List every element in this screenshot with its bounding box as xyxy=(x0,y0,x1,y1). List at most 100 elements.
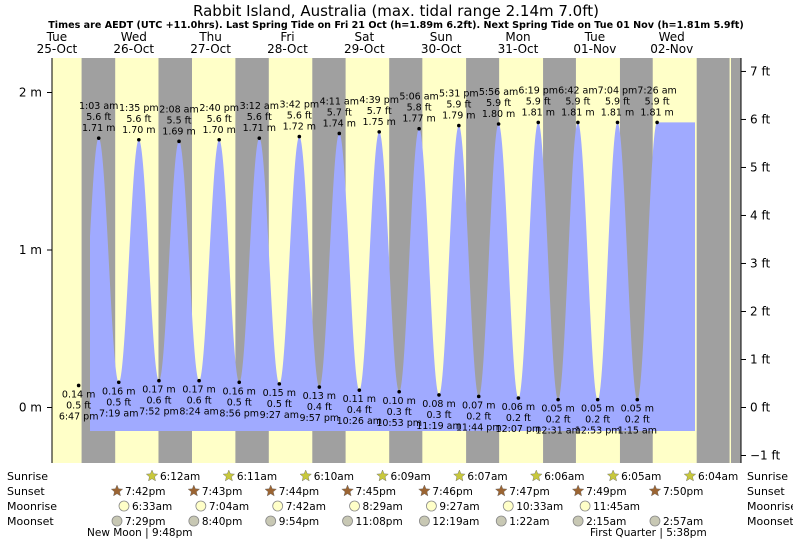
row-label-right: Moonrise xyxy=(747,500,793,513)
high-tide-m: 1.74 m xyxy=(323,118,356,129)
moonrise-icon xyxy=(425,500,437,512)
sunrise-icon xyxy=(145,469,159,482)
low-tide-m: 0.05 m xyxy=(541,404,574,415)
high-tide-ft: 5.9 ft xyxy=(446,100,471,111)
moonset-icon xyxy=(572,515,584,527)
moonset-icon xyxy=(495,515,507,527)
sunset-time: 7:46pm xyxy=(432,486,472,498)
high-tide-m: 1.80 m xyxy=(482,109,515,120)
row-label-left: Moonrise xyxy=(7,500,57,513)
sunrise-time: 6:05am xyxy=(621,471,661,483)
high-tide-m: 1.70 m xyxy=(122,125,155,136)
low-tide-ft: 0.2 ft xyxy=(625,415,650,426)
high-tide-ft: 5.6 ft xyxy=(207,114,232,125)
day-label: Thu xyxy=(198,30,222,44)
sunrise-icon xyxy=(453,469,466,482)
low-tide-time: 9:57 pm xyxy=(300,413,340,424)
moonrise-time: 10:33am xyxy=(516,501,563,513)
sunset-icon xyxy=(571,484,585,497)
right-tick-label: 7 ft xyxy=(750,64,770,78)
low-tide-ft: 0.2 ft xyxy=(546,415,571,426)
low-tide-point xyxy=(237,380,242,385)
row-label-right: Sunset xyxy=(747,485,785,498)
day-label: Sun xyxy=(430,30,453,44)
high-tide-point xyxy=(417,126,421,131)
high-tide-m: 1.81 m xyxy=(640,107,673,118)
low-tide-time: 11:19 am xyxy=(416,421,461,432)
day-label: Wed xyxy=(121,30,147,44)
sunset-time: 7:49pm xyxy=(586,486,626,498)
sunrise-time: 6:09am xyxy=(391,471,431,483)
high-tide-point xyxy=(257,136,262,140)
sunset-time: 7:47pm xyxy=(509,486,549,498)
moonset-icon xyxy=(649,515,661,527)
right-tick-label: 0 ft xyxy=(750,401,770,415)
moonset-time: 8:40pm xyxy=(202,516,242,528)
low-tide-ft: 0.5 ft xyxy=(267,399,292,410)
high-tide-point xyxy=(137,137,141,142)
moonrise-time: 7:42am xyxy=(286,501,326,513)
moonrise-time: 11:45am xyxy=(593,501,640,513)
high-tide-time: 5:31 pm xyxy=(439,89,479,100)
sunrise-icon xyxy=(299,469,312,482)
day-label: Fri xyxy=(280,30,294,44)
chart-subtitle: Times are AEDT (UTC +11.0hrs). Last Spri… xyxy=(48,20,744,31)
date-label: 30-Oct xyxy=(421,42,462,56)
high-tide-ft: 5.5 ft xyxy=(167,115,192,126)
low-tide-m: 0.05 m xyxy=(621,404,654,415)
date-label: 29-Oct xyxy=(344,42,385,56)
row-label-left: Sunset xyxy=(7,485,45,498)
low-tide-ft: 0.2 ft xyxy=(466,411,491,422)
moonset-icon xyxy=(342,515,353,527)
tide-area xyxy=(90,122,695,432)
high-tide-point xyxy=(297,134,302,139)
low-tide-ft: 0.3 ft xyxy=(387,407,412,418)
high-tide-point xyxy=(337,131,342,136)
low-tide-point xyxy=(157,378,161,383)
high-tide-m: 1.72 m xyxy=(283,122,316,133)
low-tide-time: 1:15 am xyxy=(618,426,657,437)
sunrise-icon xyxy=(606,469,620,482)
high-tide-time: 5:56 am xyxy=(479,87,518,98)
sunrise-time: 6:10am xyxy=(314,471,354,483)
right-tick-label: 6 ft xyxy=(750,112,770,126)
high-tide-ft: 5.9 ft xyxy=(645,96,670,107)
low-tide-m: 0.10 m xyxy=(382,396,415,407)
low-tide-point xyxy=(437,393,441,397)
low-tide-m: 0.14 m xyxy=(62,389,95,400)
moonrise-icon xyxy=(579,500,591,512)
low-tide-ft: 0.3 ft xyxy=(426,410,451,421)
low-tide-time: 8:56 pm xyxy=(219,408,259,419)
right-tick-label: 1 ft xyxy=(750,352,770,366)
low-tide-time: 10:26 am xyxy=(337,416,382,427)
moonset-time: 9:54pm xyxy=(279,516,319,528)
moonrise-time: 6:33am xyxy=(132,501,172,513)
high-tide-point xyxy=(576,120,580,125)
low-tide-time: 12:07 pm xyxy=(496,424,542,435)
low-tide-m: 0.15 m xyxy=(263,388,296,399)
high-tide-time: 1:35 pm xyxy=(119,103,159,114)
low-tide-point xyxy=(595,397,600,402)
low-tide-time: 9:27 am xyxy=(260,410,299,421)
high-tide-time: 4:39 pm xyxy=(359,95,399,106)
sunset-time: 7:43pm xyxy=(202,486,242,498)
low-tide-ft: 0.2 ft xyxy=(506,413,531,424)
moonrise-icon xyxy=(502,500,514,512)
moonrise-time: 8:29am xyxy=(363,501,403,513)
high-tide-point xyxy=(96,136,101,140)
low-tide-point xyxy=(516,396,521,400)
sunset-icon xyxy=(110,484,124,497)
high-tide-ft: 5.7 ft xyxy=(327,107,352,118)
low-tide-ft: 0.5 ft xyxy=(66,400,91,411)
low-tide-ft: 0.4 ft xyxy=(347,405,372,416)
sunset-icon xyxy=(187,484,201,497)
low-tide-point xyxy=(397,389,401,394)
high-tide-ft: 5.9 ft xyxy=(565,96,590,107)
low-tide-point xyxy=(116,380,121,385)
date-label: 26-Oct xyxy=(113,42,154,56)
sunrise-icon xyxy=(376,469,389,482)
sunrise-time: 6:06am xyxy=(544,471,584,483)
day-label: Mon xyxy=(505,30,530,44)
moonset-icon xyxy=(418,515,430,527)
high-tide-point xyxy=(655,120,659,125)
